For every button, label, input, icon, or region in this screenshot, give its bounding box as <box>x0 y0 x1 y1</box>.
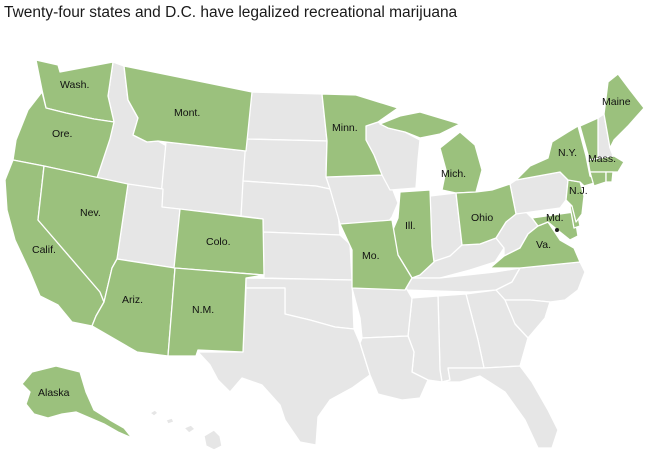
state-oregon <box>12 91 115 179</box>
states-layer <box>4 59 645 451</box>
label-ohio: Ohio <box>471 212 493 224</box>
state-alaska <box>21 365 133 439</box>
state-north-dakota <box>245 91 328 142</box>
label-ny: N.Y. <box>558 147 577 159</box>
state-massachusetts <box>587 155 625 173</box>
label-mass: Mass. <box>588 153 616 165</box>
state-new-york <box>515 125 599 187</box>
label-nev: Nev. <box>80 207 101 219</box>
state-missouri <box>339 219 413 291</box>
label-mont: Mont. <box>174 107 200 119</box>
dc-marker <box>555 228 559 232</box>
state-ohio <box>455 183 517 246</box>
state-new-jersey <box>565 179 585 223</box>
state-louisiana <box>359 335 429 401</box>
label-nj: N.J. <box>569 185 588 197</box>
label-mo: Mo. <box>362 250 380 262</box>
label-md: Md. <box>546 212 564 224</box>
state-illinois <box>391 189 435 279</box>
state-florida <box>441 365 559 449</box>
label-maine: Maine <box>602 96 631 108</box>
state-minnesota <box>321 93 399 178</box>
state-labels: Wash. Ore. Calif. Nev. Mont. Ariz. Colo.… <box>32 79 631 399</box>
label-ill: Ill. <box>405 220 416 232</box>
label-nm: N.M. <box>192 304 214 316</box>
label-mich: Mich. <box>441 168 466 180</box>
state-hawaii <box>149 409 223 451</box>
label-ariz: Ariz. <box>122 294 143 306</box>
state-maine <box>603 73 645 149</box>
state-montana <box>123 65 253 152</box>
label-minn: Minn. <box>332 122 358 134</box>
state-mississippi <box>407 295 443 383</box>
state-wyoming <box>159 141 247 217</box>
label-calif: Calif. <box>32 244 56 256</box>
state-texas <box>197 287 371 446</box>
label-va: Va. <box>536 239 551 251</box>
state-kansas <box>262 231 353 281</box>
label-wash: Wash. <box>60 79 89 91</box>
map-title: Twenty-four states and D.C. have legaliz… <box>4 4 458 21</box>
label-ore: Ore. <box>52 128 72 140</box>
state-rhode-island <box>605 171 614 183</box>
state-arkansas <box>351 285 413 339</box>
label-colo: Colo. <box>206 236 231 248</box>
state-new-mexico <box>167 267 265 357</box>
dc-dot <box>555 228 559 232</box>
label-alaska: Alaska <box>38 387 70 399</box>
